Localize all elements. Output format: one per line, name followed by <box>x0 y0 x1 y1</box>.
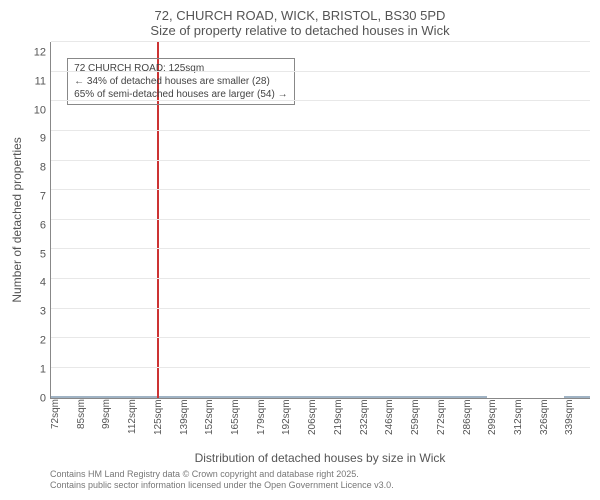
annotation-line-2: ← 34% of detached houses are smaller (28… <box>74 75 287 88</box>
footer: Contains HM Land Registry data © Crown c… <box>50 469 590 492</box>
chart-container: 72, CHURCH ROAD, WICK, BRISTOL, BS30 5PD… <box>10 8 590 492</box>
x-tick: 312sqm <box>513 399 539 449</box>
x-tick: 165sqm <box>230 399 256 449</box>
bar <box>282 396 308 398</box>
plot-wrapper: Number of detached properties 0123456789… <box>10 42 590 399</box>
grid-line <box>51 219 590 220</box>
bar-slot <box>128 396 154 398</box>
y-tick: 10 <box>30 105 46 116</box>
bar-slot <box>231 396 257 398</box>
bar-slot <box>564 396 590 398</box>
y-tick: 7 <box>30 191 46 202</box>
bar-slot <box>102 396 128 398</box>
bar-slot <box>462 396 488 398</box>
annotation-box: 72 CHURCH ROAD: 125sqm ← 34% of detached… <box>67 58 294 105</box>
grid-line <box>51 337 590 338</box>
y-tick: 5 <box>30 249 46 260</box>
footer-line-2: Contains public sector information licen… <box>50 480 590 492</box>
bar-slot <box>51 396 77 398</box>
grid-line <box>51 308 590 309</box>
grid-line <box>51 130 590 131</box>
x-tick: 179sqm <box>256 399 282 449</box>
bar-slot <box>77 396 103 398</box>
bar-slot <box>308 396 334 398</box>
x-tick: 206sqm <box>307 399 333 449</box>
y-tick: 12 <box>30 48 46 59</box>
x-tick: 99sqm <box>101 399 127 449</box>
y-tick: 3 <box>30 307 46 318</box>
y-axis: 0123456789101112 <box>26 42 50 399</box>
sub-title: Size of property relative to detached ho… <box>10 23 590 38</box>
bar <box>51 396 77 398</box>
grid-line <box>51 41 590 42</box>
grid-line <box>51 189 590 190</box>
grid-line <box>51 71 590 72</box>
y-tick: 8 <box>30 163 46 174</box>
bar-slot <box>436 396 462 398</box>
x-tick: 339sqm <box>564 399 590 449</box>
bar-slot <box>256 396 282 398</box>
x-tick: 152sqm <box>204 399 230 449</box>
bar <box>333 396 359 398</box>
x-tick: 112sqm <box>127 399 153 449</box>
bar <box>102 396 128 398</box>
title-area: 72, CHURCH ROAD, WICK, BRISTOL, BS30 5PD… <box>10 8 590 38</box>
x-tick: 299sqm <box>487 399 513 449</box>
grid-line <box>51 160 590 161</box>
x-tick: 125sqm <box>153 399 179 449</box>
plot-area: 72 CHURCH ROAD: 125sqm ← 34% of detached… <box>50 42 590 399</box>
y-axis-label: Number of detached properties <box>10 42 26 399</box>
x-tick: 232sqm <box>359 399 385 449</box>
bar-slot <box>179 396 205 398</box>
bar <box>256 396 282 398</box>
y-tick: 6 <box>30 220 46 231</box>
bar <box>359 396 385 398</box>
bar <box>128 396 154 398</box>
x-axis-row: 72sqm85sqm99sqm112sqm125sqm139sqm152sqm1… <box>50 399 590 449</box>
x-tick: 326sqm <box>539 399 565 449</box>
bar <box>231 396 257 398</box>
x-tick: 85sqm <box>76 399 102 449</box>
bar-slot <box>359 396 385 398</box>
bar <box>410 396 436 398</box>
grid-line <box>51 367 590 368</box>
bar <box>564 396 590 398</box>
x-tick: 219sqm <box>333 399 359 449</box>
x-tick: 72sqm <box>50 399 76 449</box>
x-axis: 72sqm85sqm99sqm112sqm125sqm139sqm152sqm1… <box>50 399 590 449</box>
bar <box>308 396 334 398</box>
grid-line <box>51 100 590 101</box>
bar <box>462 396 488 398</box>
grid-line <box>51 278 590 279</box>
x-axis-label: Distribution of detached houses by size … <box>50 451 590 465</box>
x-tick: 246sqm <box>384 399 410 449</box>
bar <box>77 396 103 398</box>
y-tick: 11 <box>30 76 46 87</box>
annotation-line-3: 65% of semi-detached houses are larger (… <box>74 88 287 101</box>
x-tick: 286sqm <box>462 399 488 449</box>
x-tick: 259sqm <box>410 399 436 449</box>
y-tick: 1 <box>30 364 46 375</box>
bar-slot <box>282 396 308 398</box>
annotation-line-1: 72 CHURCH ROAD: 125sqm <box>74 62 287 75</box>
y-tick: 4 <box>30 278 46 289</box>
bar-slot <box>410 396 436 398</box>
x-tick: 139sqm <box>179 399 205 449</box>
bar <box>436 396 462 398</box>
y-tick: 0 <box>30 393 46 404</box>
x-tick: 192sqm <box>281 399 307 449</box>
bar-slot <box>205 396 231 398</box>
footer-line-1: Contains HM Land Registry data © Crown c… <box>50 469 590 481</box>
grid-line <box>51 248 590 249</box>
main-title: 72, CHURCH ROAD, WICK, BRISTOL, BS30 5PD <box>10 8 590 23</box>
y-tick: 2 <box>30 335 46 346</box>
bar <box>179 396 205 398</box>
x-tick: 272sqm <box>436 399 462 449</box>
y-tick: 9 <box>30 134 46 145</box>
bar-slot <box>385 396 411 398</box>
bar <box>385 396 411 398</box>
bar-slot <box>333 396 359 398</box>
bar <box>205 396 231 398</box>
